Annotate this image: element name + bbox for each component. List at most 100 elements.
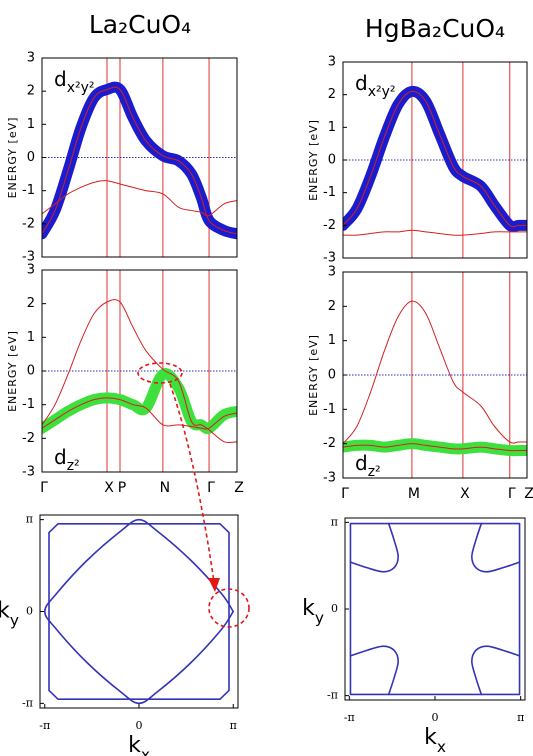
orbital-label-sub: x²y²: [368, 84, 396, 100]
plot-area: [343, 62, 527, 258]
y-tick-label: -3: [22, 250, 35, 265]
y-tick-label: 1: [27, 117, 35, 132]
y-tick-label: 0: [27, 364, 35, 379]
plot-area: [343, 272, 527, 478]
y-tick-label: -3: [22, 465, 35, 480]
orbital-label: dx²y²: [355, 71, 396, 101]
orbital-label: dx²y²: [54, 67, 95, 97]
y-axis-label-sub: y: [10, 611, 19, 629]
y-axis-label-main: k: [0, 599, 10, 624]
y-tick-label: 3: [328, 265, 336, 280]
x-tick-label: Γ: [40, 480, 48, 496]
y-tick-label: -2: [323, 218, 336, 233]
y-axis-label: ENERGY [eV]: [6, 117, 19, 199]
y-tick-label: -3: [323, 471, 336, 486]
x-tick-label: X: [460, 486, 470, 502]
panel-title: La₂CuO₄: [89, 10, 191, 39]
band-line: [343, 443, 527, 452]
highlight-circle: [208, 588, 250, 628]
y-axis-label-sub: y: [315, 609, 324, 627]
y-axis-label: ky: [0, 599, 19, 630]
plot-area: [42, 58, 237, 257]
orbital-label-sub: z²: [67, 458, 80, 474]
x-tick-label: X: [104, 480, 114, 496]
y-tick-label: -π: [327, 689, 338, 702]
y-tick-label: -2: [323, 436, 336, 451]
fermi-contour: [471, 645, 521, 696]
highlight-annotations: [137, 362, 250, 628]
y-tick-label: 2: [27, 84, 35, 99]
band-line: [42, 86, 237, 235]
x-axis-label-sub: x: [437, 738, 446, 756]
plot-area: [42, 270, 237, 472]
orbital-label-main: d: [355, 451, 368, 475]
y-tick-label: -2: [22, 216, 35, 231]
highlight-ellipse: [137, 362, 183, 384]
orbital-label-sub: z²: [368, 464, 381, 480]
band-line: [42, 180, 237, 217]
band-line: [343, 300, 527, 445]
y-axis-label: ENERGY [eV]: [307, 334, 320, 416]
y-tick-label: -1: [323, 402, 336, 417]
x-tick-label: 0: [136, 719, 143, 732]
arrow: [169, 383, 215, 583]
x-tick-label: N: [160, 480, 170, 496]
orbital-label-sub: x²y²: [67, 80, 95, 96]
y-tick-label: 1: [27, 330, 35, 345]
y-axis-label: ENERGY [eV]: [6, 330, 19, 412]
fermi-contour: [349, 645, 399, 696]
y-tick-label: 2: [328, 299, 336, 314]
x-tick-label: M: [408, 486, 420, 502]
fermi-contour: [48, 522, 230, 701]
band-line: [343, 229, 527, 236]
y-tick-label: -1: [22, 183, 35, 198]
y-axis-label-main: k: [302, 596, 315, 621]
orbital-label-main: d: [54, 67, 67, 91]
x-tick-label: 0: [432, 711, 439, 724]
y-tick-label: 0: [331, 602, 338, 615]
panel-title: HgBa₂CuO₄: [365, 14, 505, 43]
x-axis-label: kx: [424, 725, 446, 756]
band-line: [343, 90, 527, 228]
x-tick-label: -π: [344, 711, 355, 724]
x-tick-label: Z: [234, 480, 244, 496]
orbital-label: dz²: [54, 445, 80, 475]
y-tick-label: -2: [22, 431, 35, 446]
orbital-label-main: d: [355, 71, 368, 95]
x-tick-label: π: [517, 711, 524, 724]
x-tick-label: π: [230, 719, 237, 732]
orbital-label: dz²: [355, 451, 381, 481]
axes-frame: [344, 517, 526, 701]
y-tick-label: 0: [27, 150, 35, 165]
arrow-head: [208, 578, 220, 592]
x-axis-label-main: k: [424, 725, 437, 750]
x-axis-label-sub: x: [141, 746, 150, 756]
y-tick-label: 2: [328, 87, 336, 102]
orbital-label-main: d: [54, 445, 67, 469]
fermi-contour: [349, 522, 399, 573]
y-tick-label: π: [331, 515, 338, 528]
y-axis-label: ENERGY [eV]: [307, 119, 320, 201]
fat-band: [343, 85, 527, 233]
y-tick-label: -1: [22, 397, 35, 412]
plot-area: [349, 522, 521, 696]
y-tick-label: π: [26, 513, 33, 526]
x-tick-label: Γ: [508, 486, 516, 502]
y-tick-label: 1: [328, 120, 336, 135]
x-tick-label: Z: [524, 486, 533, 502]
y-tick-label: -3: [323, 251, 336, 266]
x-tick-label: P: [118, 480, 126, 496]
y-tick-label: 0: [328, 368, 336, 383]
fermi-contour: [44, 518, 234, 705]
fat-band: [42, 368, 237, 435]
y-tick-label: 1: [328, 333, 336, 348]
x-axis-label-main: k: [128, 733, 141, 756]
y-tick-label: 3: [328, 55, 336, 70]
y-tick-label: 3: [27, 51, 35, 66]
y-tick-label: -π: [22, 696, 33, 709]
plot-area: [44, 518, 234, 705]
y-axis-label: ky: [302, 596, 324, 627]
x-axis-label: kx: [128, 733, 150, 756]
